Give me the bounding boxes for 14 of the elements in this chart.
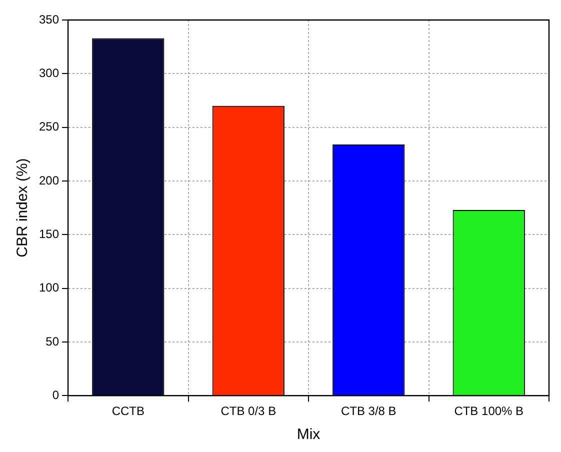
y-tick-label: 150 [38, 226, 60, 241]
x-axis-title: Mix [296, 426, 321, 444]
y-tick-label: 300 [38, 66, 60, 80]
x-tick-label: CTB 3/8 B [340, 404, 396, 418]
y-tick-label: 350 [38, 12, 60, 26]
y-tick-label: 50 [46, 334, 60, 348]
y-tick-label: 250 [38, 120, 60, 134]
y-tick-label: 0 [52, 388, 60, 402]
x-tick-label: CCTB [112, 404, 144, 418]
y-tick-label: 100 [38, 280, 60, 295]
x-tick-label: CTB 100% B [454, 404, 524, 418]
y-axis-title: CBR index (%) [14, 158, 32, 258]
y-tick-label: 200 [38, 173, 60, 188]
x-tick-label: CTB 0/3 B [220, 404, 276, 418]
